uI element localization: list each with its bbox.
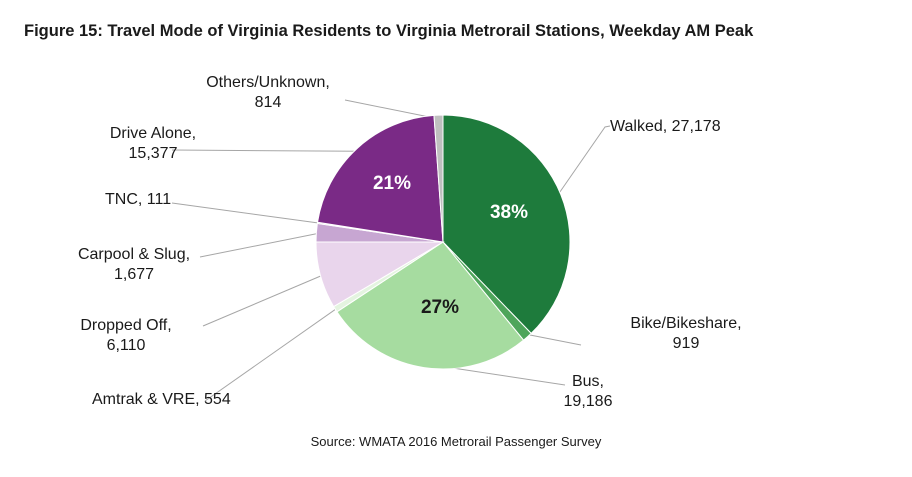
slice-label: TNC, 111 xyxy=(105,191,171,208)
slice-label: Bike/Bikeshare, 919 xyxy=(630,315,741,352)
leader-line xyxy=(171,202,322,224)
pie-slice-walked xyxy=(442,114,571,335)
leader-line xyxy=(344,99,439,120)
slice-label: Bus, 19,186 xyxy=(564,373,613,410)
slice-label: Carpool & Slug, 1,677 xyxy=(78,246,190,283)
source-note: Source: WMATA 2016 Metrorail Passenger S… xyxy=(310,434,602,449)
slice-label: Dropped Off, 6,110 xyxy=(80,317,171,354)
pie-slice-bus xyxy=(336,241,525,370)
slice-label: Drive Alone, 15,377 xyxy=(110,125,196,162)
leader-line xyxy=(171,149,360,152)
slice-label: Amtrak & VRE, 554 xyxy=(92,391,231,408)
slice-percent-label: 27% xyxy=(421,297,459,318)
pie-slice-others-unknown xyxy=(433,114,444,243)
leader-line xyxy=(204,306,339,402)
slice-percent-label: 21% xyxy=(373,173,411,194)
leader-line xyxy=(199,232,321,258)
leader-line xyxy=(556,125,611,197)
slice-percent-label: 38% xyxy=(490,202,528,223)
leader-line xyxy=(202,274,325,327)
leader-line xyxy=(524,333,582,346)
slice-label: Walked, 27,178 xyxy=(610,118,721,135)
slice-label: Others/Unknown, 814 xyxy=(206,74,330,111)
chart-title: Figure 15: Travel Mode of Virginia Resid… xyxy=(24,22,754,40)
pie-slice-drive-alone xyxy=(316,114,444,243)
